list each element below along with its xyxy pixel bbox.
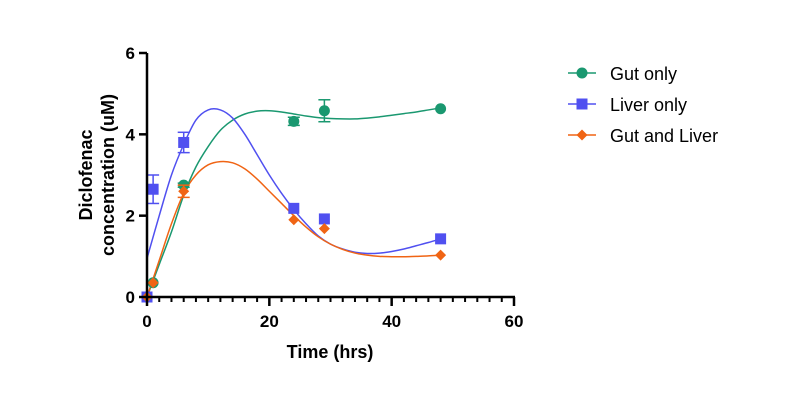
data-point-liver-only: [178, 136, 190, 148]
data-point-liver-only: [318, 213, 330, 225]
legend-label-gut-and-liver: Gut and Liver: [610, 126, 718, 146]
x-tick-label: 0: [142, 312, 151, 331]
data-point-gut-and-liver: [178, 185, 190, 197]
x-tick-label: 20: [260, 312, 279, 331]
fit-curve-gut-and-liver: [146, 160, 441, 298]
y-tick-label: 0: [126, 288, 135, 307]
fit-curve-gut-only: [146, 107, 441, 298]
data-point-gut-and-liver: [318, 223, 330, 235]
x-axis-title: Time (hrs): [287, 342, 374, 362]
legend-marker-gut-and-liver: [576, 129, 588, 141]
legend-label-gut-only: Gut only: [610, 64, 677, 84]
legend-marker-liver-only: [576, 98, 588, 110]
data-point-gut-only: [318, 105, 330, 117]
data-point-liver-only: [288, 202, 300, 214]
fit-curve-liver-only: [146, 108, 441, 259]
data-point-liver-only: [435, 233, 447, 245]
y-axis-title-line2: concentration (uM): [98, 94, 118, 256]
fit-curves: [146, 107, 441, 298]
y-tick-label: 6: [126, 44, 135, 63]
y-tick-label: 2: [126, 207, 135, 226]
x-tick-label: 60: [505, 312, 524, 331]
data-point-gut-and-liver: [147, 277, 159, 289]
legend-label-liver-only: Liver only: [610, 95, 687, 115]
y-tick-label: 4: [126, 125, 136, 144]
data-point-liver-only: [147, 183, 159, 195]
data-point-gut-only: [435, 103, 447, 115]
legend: Gut only Liver only Gut and Liver: [568, 64, 718, 146]
x-tick-label: 40: [382, 312, 401, 331]
y-axis-title-line1: Diclofenac: [76, 129, 96, 220]
data-point-gut-and-liver: [435, 249, 447, 261]
data-points: [141, 99, 447, 303]
legend-marker-gut-only: [576, 67, 588, 79]
data-point-gut-only: [288, 115, 300, 127]
data-point-gut-and-liver: [288, 214, 300, 226]
